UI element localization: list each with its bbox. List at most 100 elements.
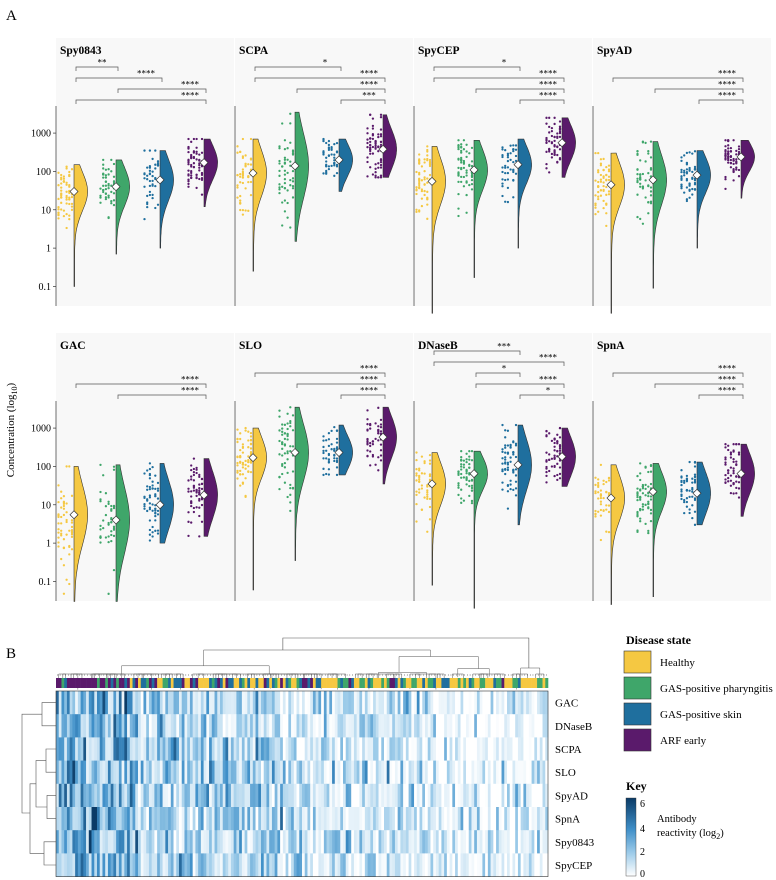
data-point: [514, 474, 518, 477]
heatmap-cell: [58, 853, 62, 877]
data-point: [647, 184, 650, 188]
data-point: [110, 200, 113, 203]
heatmap-cell: [179, 807, 183, 831]
heatmap-cell: [236, 807, 240, 831]
heatmap-cell: [419, 807, 423, 831]
data-point: [286, 450, 289, 453]
heatmap-cell: [474, 830, 478, 854]
heatmap-cell: [438, 714, 442, 738]
heatmap-cell: [189, 853, 193, 877]
data-point: [501, 146, 504, 149]
heatmap-cell: [315, 807, 319, 831]
heatmap-cell: [61, 853, 65, 877]
data-point: [641, 505, 645, 508]
heatmap-cell: [394, 853, 398, 877]
violin-group-skin: [322, 424, 353, 477]
data-point: [735, 475, 738, 478]
heatmap-cell: [446, 853, 450, 877]
legend-swatch-pharyngitis: [623, 676, 652, 700]
heatmap-cell: [392, 853, 396, 877]
heatmap-cell: [285, 714, 289, 738]
data-point: [60, 189, 63, 192]
data-point: [244, 426, 247, 430]
data-point: [148, 184, 152, 187]
data-point: [57, 531, 60, 534]
heatmap-cell: [274, 691, 278, 715]
data-point: [509, 456, 512, 459]
heatmap-cell: [367, 691, 371, 715]
annotation-cell: [64, 678, 68, 688]
heatmap-cell: [285, 783, 289, 808]
annotation-cell: [471, 678, 475, 688]
heatmap-cell: [222, 807, 226, 831]
heatmap-cell: [162, 807, 166, 831]
heatmap-cell: [487, 714, 491, 738]
heatmap-cell: [323, 783, 327, 808]
violin-group-skin: [143, 149, 174, 249]
significance-bracket: [75, 99, 207, 104]
heatmap-cell: [228, 830, 232, 854]
data-point: [550, 130, 554, 133]
data-point: [644, 503, 647, 506]
data-point: [327, 468, 331, 471]
heatmap-cell: [56, 737, 60, 761]
heatmap-cell: [75, 691, 79, 715]
violin-shape: [338, 424, 353, 476]
data-point: [371, 137, 375, 140]
data-point: [195, 468, 198, 471]
heatmap-cell: [195, 760, 199, 785]
data-point: [70, 195, 74, 199]
annotation-cell: [403, 678, 407, 688]
annotation-cell: [310, 678, 314, 688]
data-point: [156, 529, 160, 532]
heatmap-cell: [94, 830, 98, 854]
heatmap-cell: [411, 737, 415, 761]
data-point: [460, 463, 463, 466]
data-point: [65, 165, 68, 168]
data-point: [501, 185, 504, 188]
data-point: [62, 502, 66, 506]
data-point: [644, 160, 647, 163]
heatmap-cell: [362, 783, 366, 808]
data-point: [680, 497, 683, 501]
data-point: [107, 196, 110, 199]
data-point: [468, 164, 471, 168]
heatmap-cell: [397, 714, 401, 738]
heatmap-cell: [184, 714, 188, 738]
heatmap-cell: [310, 783, 314, 808]
y-tick-label: 1: [46, 539, 51, 550]
heatmap-cell: [132, 691, 136, 715]
data-point: [548, 432, 551, 435]
median-marker: [111, 515, 121, 525]
heatmap-cell: [446, 714, 450, 738]
heatmap-cell: [405, 760, 409, 785]
data-point: [379, 143, 383, 147]
data-point: [148, 164, 152, 168]
data-point: [371, 133, 375, 136]
heatmap-cell: [520, 783, 524, 808]
heatmap-cell: [425, 737, 429, 761]
violin-group-pharyngitis: [99, 463, 130, 602]
heatmap-cell: [75, 807, 79, 831]
annotation-cell: [539, 678, 543, 688]
data-point: [102, 184, 105, 187]
heatmap-cell: [250, 714, 254, 738]
heatmap-cell: [321, 830, 325, 854]
data-point: [187, 479, 190, 482]
data-point: [281, 427, 284, 430]
data-point: [148, 502, 152, 505]
heatmap-cell: [367, 783, 371, 808]
heatmap-cell: [159, 691, 163, 715]
significance-bracket: [340, 394, 386, 399]
data-point: [70, 208, 74, 211]
heatmap-cell: [466, 737, 470, 761]
heatmap-cell: [457, 714, 461, 738]
data-point: [57, 217, 60, 220]
heatmap-cell: [507, 737, 511, 761]
data-point: [426, 181, 429, 184]
data-point: [333, 156, 336, 159]
heatmap-cell: [487, 830, 491, 854]
heatmap-cell: [416, 714, 420, 738]
heatmap-cell: [138, 853, 142, 877]
data-point: [607, 178, 611, 182]
